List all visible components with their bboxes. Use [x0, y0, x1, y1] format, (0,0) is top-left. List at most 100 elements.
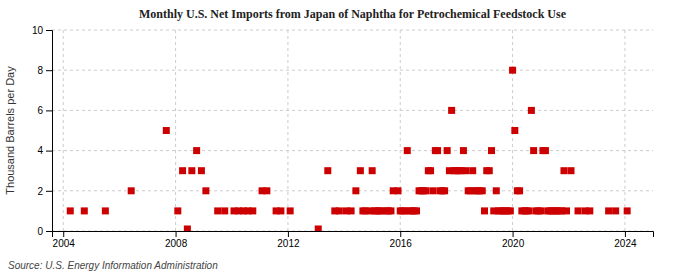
point	[287, 207, 294, 214]
x-tick-mark	[625, 231, 626, 237]
point	[394, 187, 401, 194]
point	[102, 207, 109, 214]
point	[434, 147, 441, 154]
x-tick-mark	[288, 231, 289, 237]
point	[530, 147, 537, 154]
point	[315, 225, 322, 231]
grid-line	[175, 30, 176, 231]
point	[542, 147, 549, 154]
point	[188, 167, 195, 174]
x-tick-label: 2016	[390, 238, 413, 249]
point	[575, 207, 582, 214]
grid-line	[400, 30, 401, 231]
x-tick: 2016	[390, 231, 413, 249]
point	[357, 167, 364, 174]
point	[179, 167, 186, 174]
point	[507, 207, 514, 214]
point	[184, 225, 191, 231]
x-tick-mark	[63, 231, 64, 237]
x-tick: 2012	[277, 231, 300, 249]
y-tick-mark	[46, 110, 52, 111]
point	[567, 167, 574, 174]
x-tick-label: 2020	[502, 238, 525, 249]
point	[481, 207, 488, 214]
point	[444, 147, 451, 154]
point	[193, 147, 200, 154]
grid-line	[624, 30, 625, 231]
point	[462, 167, 469, 174]
point	[511, 127, 518, 134]
chart: 2004 2008 2012 2016 2020 2024 0 2 4 6 8 10 Monthly U…	[0, 0, 675, 275]
y-tick: 4	[37, 145, 52, 156]
point	[509, 67, 516, 74]
x-axis-line	[53, 232, 654, 238]
y-tick-mark	[46, 191, 52, 192]
point	[586, 207, 593, 214]
point	[387, 207, 394, 214]
x-tick: 2008	[165, 231, 188, 249]
x-tick-label: 2024	[614, 238, 637, 249]
y-tick: 10	[32, 25, 52, 36]
point	[528, 107, 535, 114]
y-tick-label: 8	[37, 65, 43, 76]
point	[427, 167, 434, 174]
point	[516, 187, 523, 194]
y-tick-label: 10	[32, 25, 44, 36]
y-tick: 0	[37, 226, 52, 237]
title: Monthly U.S. Net Imports from Japan of N…	[139, 7, 567, 21]
y-tick: 2	[37, 186, 52, 197]
y-axis-title: Thousand Barrels per Day	[4, 66, 16, 195]
point	[441, 187, 448, 194]
x-tick-mark	[400, 231, 401, 237]
x-tick-label: 2012	[277, 238, 300, 249]
grid-line	[287, 30, 288, 231]
point	[324, 167, 331, 174]
point	[560, 167, 567, 174]
point	[605, 207, 612, 214]
grid-line	[52, 30, 653, 31]
plot-area: 2004 2008 2012 2016 2020 2024 0 2 4 6 8 10	[32, 25, 654, 249]
point	[486, 167, 493, 174]
point	[221, 207, 228, 214]
y-tick-label: 0	[37, 226, 43, 237]
point	[263, 187, 270, 194]
point	[249, 207, 256, 214]
grid-line	[52, 110, 653, 111]
points	[67, 67, 631, 231]
point	[488, 147, 495, 154]
x-tick: 2020	[502, 231, 525, 249]
x-tick-mark	[513, 231, 514, 237]
annotation: Source: U.S. Energy Information Administ…	[8, 260, 218, 271]
x-tick-label: 2004	[53, 238, 76, 249]
grid-line	[63, 30, 64, 231]
x-tick-mark	[176, 231, 177, 237]
point	[174, 207, 181, 214]
y-tick-label: 6	[37, 105, 43, 116]
x-axis: 2004 2008 2012 2016 2020 2024	[53, 231, 654, 249]
point	[336, 207, 343, 214]
point	[469, 167, 476, 174]
grid	[52, 30, 653, 231]
point	[202, 187, 209, 194]
y-tick: 8	[37, 65, 52, 76]
point	[537, 207, 544, 214]
y-tick-mark	[46, 30, 52, 31]
point	[624, 207, 631, 214]
point	[479, 187, 486, 194]
point	[413, 207, 420, 214]
point	[423, 187, 430, 194]
x-tick-label: 2008	[165, 238, 188, 249]
point	[198, 167, 205, 174]
point	[563, 207, 570, 214]
grid-line	[52, 150, 653, 151]
y-tick-mark	[46, 70, 52, 71]
y-tick-label: 4	[37, 145, 43, 156]
y-axis-line	[46, 31, 53, 232]
point	[214, 207, 221, 214]
point	[460, 147, 467, 154]
point	[128, 187, 135, 194]
point	[404, 147, 411, 154]
point	[277, 207, 284, 214]
point	[348, 207, 355, 214]
point	[493, 187, 500, 194]
